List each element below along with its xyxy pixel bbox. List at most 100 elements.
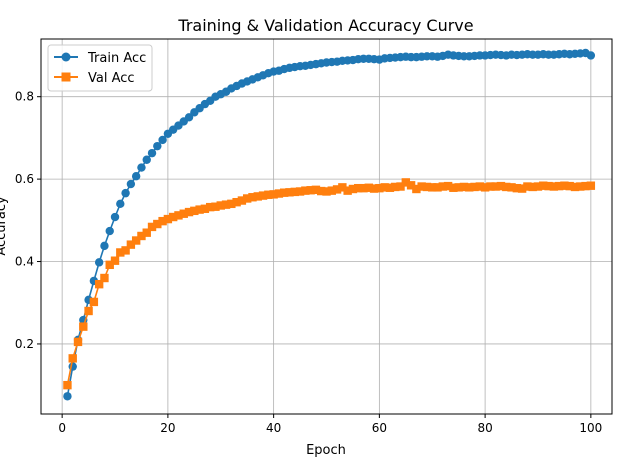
- val-acc-point: [168, 212, 178, 222]
- legend: Train Acc Val Acc: [47, 44, 153, 92]
- val-acc-point: [338, 183, 347, 192]
- val-acc-point: [327, 186, 336, 195]
- val-acc-point: [116, 248, 125, 257]
- val-acc-point: [73, 337, 83, 347]
- val-acc-point: [549, 182, 559, 191]
- y-tick-label: 0.6: [15, 172, 34, 186]
- val-acc-point: [507, 183, 516, 192]
- train-acc-point: [142, 155, 151, 164]
- x-tick-label: 40: [266, 421, 281, 435]
- val-acc-point: [190, 206, 199, 216]
- val-acc-point: [205, 202, 215, 212]
- val-acc-point: [311, 185, 321, 195]
- val-acc-point: [137, 231, 146, 241]
- val-acc-point: [227, 199, 236, 209]
- val-acc-point: [459, 182, 469, 192]
- val-acc-point: [523, 182, 532, 191]
- train-acc-point: [121, 188, 130, 198]
- val-acc-point: [380, 183, 389, 192]
- val-acc-point: [565, 181, 574, 191]
- val-acc-point: [285, 188, 294, 197]
- val-acc-point: [560, 181, 569, 190]
- val-acc-point: [301, 186, 310, 195]
- val-acc-point: [332, 185, 342, 194]
- val-acc-point: [385, 183, 395, 192]
- val-acc-point: [237, 196, 247, 205]
- val-acc-point: [422, 182, 432, 192]
- val-acc-point: [401, 178, 411, 187]
- val-acc-point: [253, 192, 262, 201]
- val-acc-point: [79, 322, 88, 331]
- val-acc-point: [221, 200, 231, 209]
- val-acc-point: [528, 182, 537, 192]
- val-acc-point: [242, 194, 252, 203]
- legend-val-marker: [61, 72, 71, 82]
- val-acc-point: [470, 182, 479, 192]
- val-acc-point: [396, 182, 405, 191]
- val-acc-point: [121, 246, 130, 255]
- train-acc-point: [100, 241, 109, 251]
- y-tick-label: 0.8: [15, 90, 34, 104]
- chart-title: Training & Validation Accuracy Curve: [177, 16, 473, 35]
- val-acc-point: [433, 183, 442, 192]
- val-acc-point: [343, 186, 352, 195]
- val-acc-point: [354, 183, 363, 193]
- val-acc-point: [142, 228, 151, 237]
- train-acc-point: [94, 258, 104, 267]
- val-acc-point: [184, 207, 194, 217]
- val-acc-point: [179, 209, 188, 218]
- train-acc-point: [147, 148, 157, 158]
- val-acc-point: [533, 182, 543, 191]
- val-acc-point: [258, 191, 268, 200]
- val-acc-point: [290, 187, 299, 197]
- val-acc-point: [269, 190, 278, 199]
- val-acc-point: [428, 183, 437, 192]
- val-acc-point: [274, 189, 284, 198]
- val-acc-point: [359, 183, 368, 193]
- train-acc-point: [158, 135, 167, 145]
- val-acc-point: [480, 183, 490, 192]
- train-acc-point: [184, 113, 194, 122]
- val-acc-point: [94, 279, 104, 289]
- val-acc-point: [512, 183, 522, 193]
- train-acc-point: [110, 212, 120, 222]
- val-acc-point: [449, 183, 458, 192]
- val-acc-point: [158, 216, 167, 226]
- val-acc-point: [539, 181, 548, 190]
- train-acc-point: [126, 179, 136, 189]
- val-acc-point: [232, 197, 241, 207]
- x-tick-label: 100: [579, 421, 602, 435]
- val-acc-point: [544, 181, 553, 191]
- val-acc-point: [454, 183, 463, 192]
- train-acc-point: [153, 141, 162, 151]
- val-acc-point: [174, 211, 183, 220]
- legend-train-label: Train Acc: [87, 51, 146, 66]
- val-acc-point: [375, 183, 384, 193]
- val-acc-point: [110, 256, 120, 265]
- train-acc-point: [137, 163, 146, 172]
- train-acc-point: [105, 226, 114, 236]
- legend-train-marker: [61, 52, 71, 62]
- val-acc-point: [211, 202, 220, 211]
- train-acc-point: [116, 199, 125, 209]
- val-acc-point: [475, 182, 485, 191]
- val-acc-point: [486, 182, 495, 191]
- val-acc-point: [443, 181, 453, 191]
- ticks: 0 20 40 60 80 100 0.2 0.4 0.6 0.8: [15, 90, 602, 435]
- val-acc-point: [406, 181, 416, 190]
- val-acc-point: [216, 201, 225, 210]
- x-tick-label: 20: [160, 421, 175, 435]
- val-acc-point: [502, 182, 511, 192]
- val-acc-point: [391, 182, 400, 192]
- val-acc-point: [348, 184, 358, 194]
- plot-frame: [40, 38, 613, 415]
- x-tick-label: 0: [58, 421, 66, 435]
- val-acc-point: [322, 187, 331, 196]
- val-acc-point: [89, 297, 99, 307]
- val-acc-point: [84, 306, 93, 316]
- val-acc-point: [147, 222, 157, 232]
- val-acc-point: [295, 187, 305, 196]
- val-acc-point: [438, 182, 448, 191]
